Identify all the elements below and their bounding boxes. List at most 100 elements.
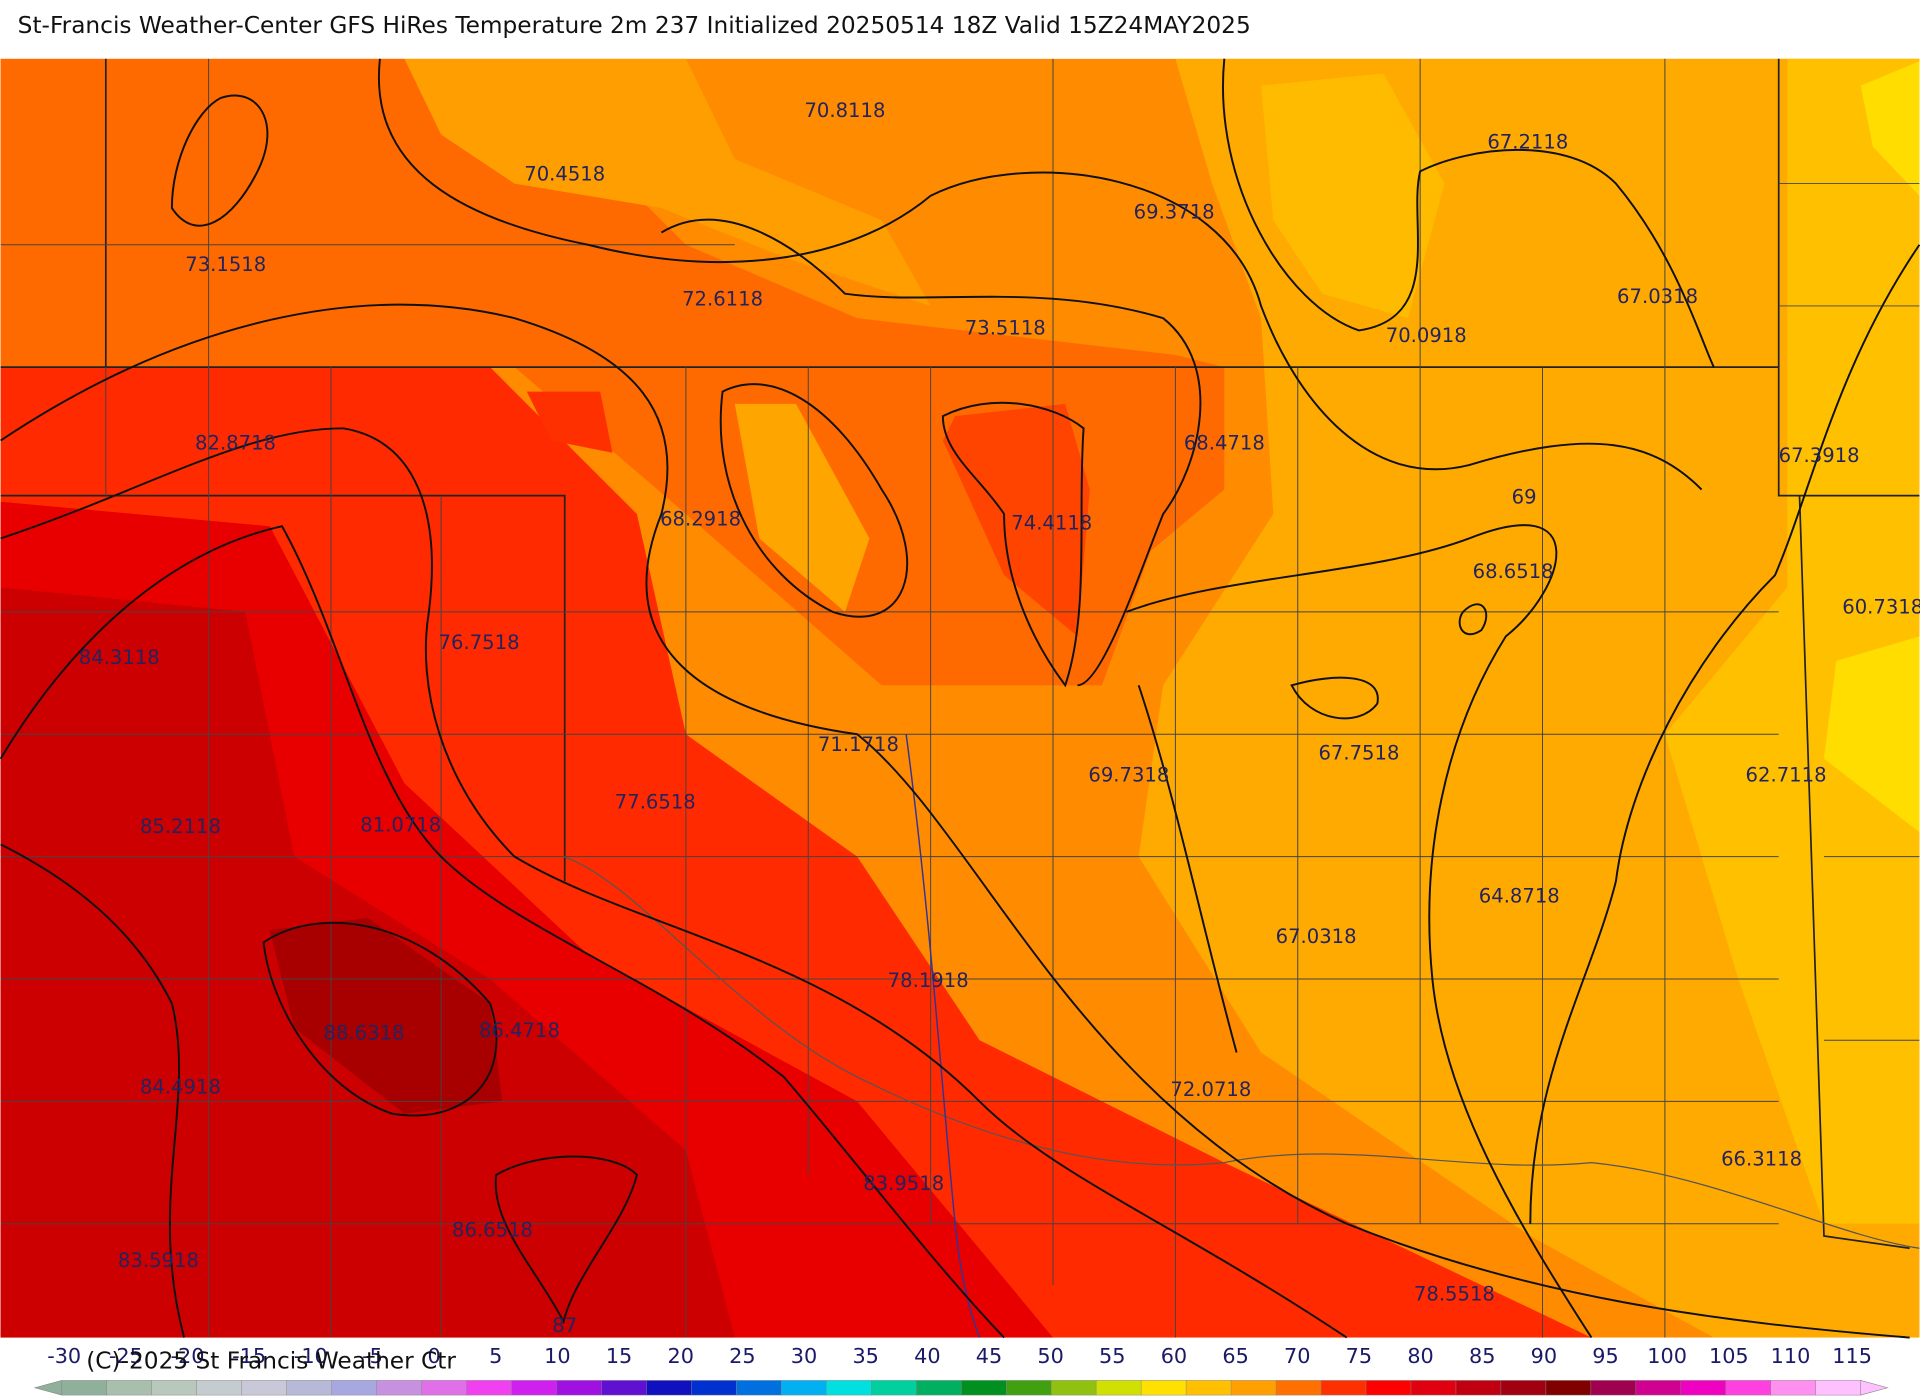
colorbar-swatch <box>960 1380 1008 1396</box>
colorbar-swatch <box>1230 1380 1277 1396</box>
contour-label: 69 <box>1512 486 1537 509</box>
colorbar-tick-label: 75 <box>1346 1344 1372 1368</box>
point-label: 81.0718 <box>360 814 441 837</box>
colorbar-tick-label: 25 <box>729 1344 755 1368</box>
colorbar-swatch <box>1185 1380 1232 1396</box>
point-label: 72.6118 <box>682 287 763 310</box>
point-label: 69.7318 <box>1088 763 1169 786</box>
point-label: 70.0918 <box>1386 324 1467 347</box>
colorbar-swatch <box>556 1380 603 1396</box>
copyright: (C)-2025 St Francis Weather Ctr <box>86 1348 456 1375</box>
colorbar-swatch <box>826 1380 873 1396</box>
point-label: 71.1718 <box>818 733 899 756</box>
colorbar-swatch <box>61 1380 108 1396</box>
temperature-field <box>0 58 1920 1338</box>
point-label: 74.4118 <box>1011 511 1092 534</box>
colorbar-tick-label: 115 <box>1832 1344 1872 1368</box>
colorbar-swatch <box>1365 1380 1412 1396</box>
point-label: 73.1518 <box>185 253 266 276</box>
colorbar-swatch <box>1050 1380 1098 1396</box>
colorbar-tick-label: 105 <box>1709 1344 1749 1368</box>
colorbar-tick-label: 45 <box>976 1344 1002 1368</box>
colorbar-tick-label: 20 <box>667 1344 693 1368</box>
colorbar-swatch <box>511 1380 558 1396</box>
colorbar-swatch <box>1635 1380 1682 1396</box>
colorbar-swatch <box>421 1380 468 1396</box>
point-label: 86.4718 <box>479 1019 560 1042</box>
colorbar-swatch <box>1095 1380 1142 1396</box>
colorbar-arrow-right <box>1860 1380 1889 1396</box>
colorbar-swatch <box>646 1380 693 1396</box>
point-label: 67.0318 <box>1276 925 1357 948</box>
colorbar-swatch <box>1590 1380 1637 1396</box>
colorbar-swatch <box>241 1380 288 1396</box>
colorbar-arrow-left <box>33 1380 63 1396</box>
colorbar-tick-label: 100 <box>1647 1344 1687 1368</box>
point-label: 83.9518 <box>863 1172 944 1195</box>
colorbar-tick-label: 95 <box>1592 1344 1618 1368</box>
colorbar-swatch <box>286 1380 333 1396</box>
point-label: 83.5918 <box>118 1249 199 1272</box>
point-label: 73.5118 <box>965 317 1046 340</box>
colorbar-swatch <box>1500 1380 1547 1396</box>
point-label: 78.1918 <box>888 969 969 992</box>
point-label: 82.8718 <box>195 432 276 455</box>
colorbar-tick-label: -5 <box>362 1344 383 1368</box>
point-label: 64.8718 <box>1479 885 1560 908</box>
colorbar-tick-label: -25 <box>109 1344 143 1368</box>
colorbar-swatch <box>781 1380 828 1396</box>
point-label: 72.0718 <box>1170 1078 1251 1101</box>
colorbar-swatch <box>1545 1380 1592 1396</box>
point-label: 84.4918 <box>140 1075 221 1098</box>
colorbar-tick-label: 50 <box>1037 1344 1063 1368</box>
colorbar-swatch <box>331 1380 378 1396</box>
colorbar-swatch <box>1455 1380 1502 1396</box>
colorbar-tick-label: 110 <box>1771 1344 1811 1368</box>
point-label: 88.6318 <box>324 1022 405 1045</box>
point-label: 78.5518 <box>1414 1282 1495 1305</box>
colorbar-swatch <box>1320 1380 1367 1396</box>
colorbar-swatch <box>376 1380 423 1396</box>
point-label: 70.8118 <box>804 99 885 122</box>
colorbar-swatch <box>601 1380 648 1396</box>
contours <box>0 58 1920 1339</box>
colorbar-tick-label: 70 <box>1284 1344 1310 1368</box>
colorbar-swatch <box>466 1380 513 1396</box>
colorbar-swatch <box>1815 1380 1862 1396</box>
colorbar-tick-label: 35 <box>852 1344 878 1368</box>
point-label: 66.3118 <box>1721 1148 1802 1171</box>
colorbar-tick-label: -30 <box>47 1344 81 1368</box>
point-label: 67.2118 <box>1487 131 1568 154</box>
colorbar-tick-label: 80 <box>1407 1344 1433 1368</box>
colorbar-tick-label: 65 <box>1222 1344 1248 1368</box>
colorbar-swatch <box>106 1380 153 1396</box>
colorbar-tick-label: -10 <box>294 1344 328 1368</box>
colorbar-swatch <box>691 1380 738 1396</box>
colorbar-swatch <box>916 1380 963 1396</box>
point-label: 67.7518 <box>1318 741 1399 764</box>
map-labels: 70.8118 70.4518 67.2118 69.3718 73.1518 72.61… <box>79 99 1920 1337</box>
colorbar-swatch <box>196 1380 243 1396</box>
colorbar-swatch <box>1770 1380 1817 1396</box>
point-label: 86.6518 <box>452 1219 533 1242</box>
colorbar-swatch <box>1005 1380 1053 1396</box>
contour-label: 87 <box>552 1314 577 1337</box>
colorbar-swatch <box>1410 1380 1457 1396</box>
point-label: 67.0318 <box>1617 285 1698 308</box>
point-label: 68.6518 <box>1473 560 1554 583</box>
point-label: 68.2918 <box>660 508 741 531</box>
colorbar-tick-label: 90 <box>1531 1344 1557 1368</box>
point-label: 76.7518 <box>439 631 520 654</box>
colorbar-tick-label: -15 <box>232 1344 266 1368</box>
colorbar-tick-label: 10 <box>544 1344 570 1368</box>
point-label: 62.7118 <box>1746 763 1827 786</box>
point-label: 69.3718 <box>1134 200 1215 223</box>
colorbar-swatch <box>1140 1380 1187 1396</box>
colorbar-tick-label: 60 <box>1161 1344 1187 1368</box>
colorbar-swatch <box>1275 1380 1322 1396</box>
point-label: 70.4518 <box>524 162 605 185</box>
colorbar: -30 -25 -20 -15 -10 -5 0 5 10 15 20 25 30 35 40 45 50 55 6… <box>33 1344 1889 1396</box>
colorbar-tick-label: 15 <box>606 1344 632 1368</box>
colorbar-tick-label: 55 <box>1099 1344 1125 1368</box>
